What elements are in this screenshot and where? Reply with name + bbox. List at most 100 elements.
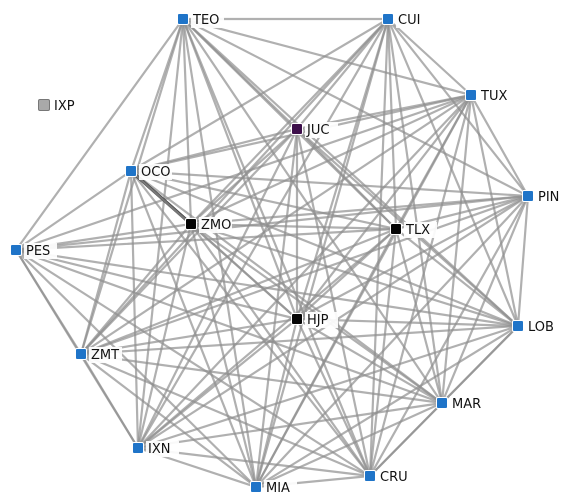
node-ixp[interactable]: IXP [38,98,86,114]
node-marker [364,470,376,482]
node-label: TUX [480,89,507,104]
edge-zmo-hjp [189,222,299,321]
edge-tux-pes [14,93,473,252]
edge-mar-pes [14,248,444,405]
edges [14,17,530,489]
edge-pes-hjp [14,248,299,321]
node-label: PIN [538,190,559,205]
node-oco[interactable]: OCO [125,164,173,180]
edge-zmt-pes [14,248,83,356]
node-cui[interactable]: CUI [382,12,430,28]
node-label-background [52,98,85,114]
node-marker [436,397,448,409]
edge-cru-oco [129,169,372,478]
node-mar[interactable]: MAR [436,396,484,412]
node-juc[interactable]: JUC [291,122,339,138]
node-label: HJP [307,313,329,328]
node-pes[interactable]: PES [10,243,58,259]
edge-mia-zmt [79,352,258,489]
edge-tux-cru [368,93,473,478]
edge-tux-lob [469,93,520,328]
edge-lob-mia [254,324,520,489]
edge-mar-oco [129,169,444,405]
node-zmt[interactable]: ZMT [75,347,123,363]
edge-ixn-hjp [136,317,299,450]
edge-mia-zmo [189,222,258,489]
edge-pin-pes [14,194,530,252]
edge-juc-tlx [295,127,398,231]
node-marker [250,481,262,493]
node-label-background [404,222,437,238]
node-pin[interactable]: PIN [522,189,564,205]
edge-cru-zmt [79,352,372,478]
node-label: IXP [54,99,75,114]
node-label: CRU [380,470,408,485]
edge-pin-mia [254,194,530,489]
node-label: OCO [141,165,171,180]
node-label: JUC [306,123,329,138]
node-label-background [450,396,483,412]
edge-cui-zmt [79,17,390,356]
edge-zmt-zmo [79,222,193,356]
node-mia[interactable]: MIA [250,480,298,496]
node-teo[interactable]: TEO [177,12,225,28]
edge-cui-oco [129,17,390,173]
node-label-background [378,469,411,485]
node-marker [291,313,303,325]
edge-lob-zmo [189,222,520,328]
node-tlx[interactable]: TLX [390,222,438,238]
edge-pin-lob [516,194,530,328]
node-marker [382,13,394,25]
edge-zmt-tlx [79,227,398,356]
edge-tlx-hjp [295,227,398,321]
edge-cui-mar [386,17,444,405]
node-marker [522,190,534,202]
node-tux[interactable]: TUX [465,88,513,104]
node-marker [125,165,137,177]
edge-mia-juc [254,127,299,489]
edge-ixn-oco [129,169,140,450]
edge-pes-oco [14,169,133,252]
edge-ixn-zmo [136,222,193,450]
edge-cru-tlx [368,227,398,478]
node-ixn[interactable]: IXN [132,441,180,457]
edge-mar-cru [368,401,444,478]
edge-pin-zmo [189,194,530,226]
edge-cui-tux [386,17,473,97]
edge-pin-zmt [79,194,530,356]
edge-teo-pin [181,17,530,198]
node-marker [291,123,303,135]
node-label-background [264,480,297,496]
node-label: PES [26,244,50,259]
node-lob[interactable]: LOB [512,319,560,335]
edge-pes-tlx [14,227,398,252]
edge-mar-tlx [394,227,444,405]
edge-lob-tlx [394,227,520,328]
node-label-background [89,347,122,363]
node-label: LOB [528,320,554,335]
node-label: IXN [148,442,170,457]
node-label-background [305,122,338,138]
edge-tux-ixn [136,93,473,450]
edge-zmt-oco [79,169,133,356]
edge-teo-hjp [181,17,299,321]
edge-ixn-tlx [136,227,398,450]
node-label-background [146,441,179,457]
edge-tux-zmt [79,93,473,356]
node-marker [132,442,144,454]
node-marker [10,244,22,256]
node-zmo[interactable]: ZMO [185,217,233,233]
node-label: TEO [192,13,219,28]
edge-mia-oco [129,169,258,489]
edge-mia-hjp [254,317,299,489]
node-hjp[interactable]: HJP [291,312,339,328]
nodes: TEO CUI TUX PIN LOB MAR CRU MIA IXN ZMT PES OCO JUC Z… [10,12,564,496]
node-marker [185,218,197,230]
node-label-background [479,88,512,104]
node-cru[interactable]: CRU [364,469,412,485]
node-label-background [536,189,564,205]
edge-teo-oco [129,17,185,173]
edge-lob-zmt [79,324,520,356]
edge-tux-pin [469,93,530,198]
